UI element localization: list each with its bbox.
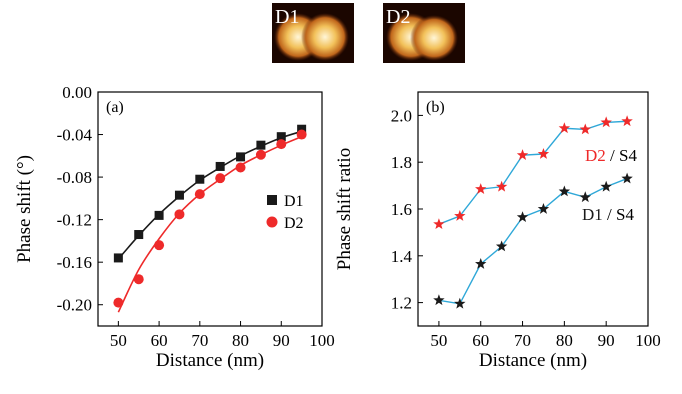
panel-a-fit-curves (117, 130, 302, 313)
legend-label-d1: D1 (284, 193, 304, 210)
point-d1 (621, 172, 633, 184)
point-d2 (174, 209, 185, 220)
legend-label-d2: D2 (284, 215, 304, 232)
point-d1 (495, 240, 508, 252)
panel-b-x-axis-label: Distance (nm) (479, 350, 587, 371)
x-tick-label: 50 (110, 331, 127, 350)
y-tick-label: -0.12 (57, 211, 92, 230)
x-tick-label: 100 (635, 331, 661, 350)
point-d2 (475, 183, 487, 194)
point-d2 (558, 122, 571, 134)
inset-d2-label: D2 (386, 6, 410, 28)
point-d1 (454, 297, 466, 309)
y-tick-label: 1.6 (391, 200, 412, 219)
panel-a: 50 60 70 80 90 100 0.00 -0.04 -0.08 -0.12 -0.16 -0.… (14, 83, 335, 371)
point-d2 (454, 210, 466, 221)
x-tick-label: 90 (273, 331, 290, 350)
y-tick-label: 0.00 (62, 83, 92, 102)
inset-d1-blob-right (301, 13, 349, 61)
fit-curve-d1 (117, 130, 302, 260)
point-d1 (113, 253, 123, 263)
panel-b: 50 60 70 80 90 100 1.2 1.4 1.6 1.8 2.0 D2 / S4 D1 /… (334, 91, 661, 371)
x-tick-label: 80 (556, 331, 573, 350)
series-line-d1 (438, 177, 628, 305)
point-d1 (297, 124, 307, 134)
inset-d2-blob-right (410, 15, 458, 61)
legend-marker-d1 (267, 195, 277, 205)
point-d1 (154, 210, 164, 220)
x-tick-label: 70 (514, 331, 531, 350)
panel-b-points (433, 115, 633, 309)
point-d2 (600, 116, 612, 128)
x-tick-label: 60 (472, 331, 489, 350)
point-d2 (235, 162, 246, 173)
panel-b-label: (b) (426, 99, 445, 116)
point-d2 (621, 115, 633, 127)
point-d2 (255, 149, 266, 160)
point-d2 (133, 274, 144, 285)
fit-curve-d2 (117, 135, 302, 313)
x-tick-label: 80 (232, 331, 249, 350)
point-d2 (537, 148, 550, 159)
panel-a-points (113, 124, 307, 308)
x-tick-label: 100 (309, 331, 335, 350)
point-d1 (579, 191, 591, 203)
y-tick-label: -0.20 (57, 296, 92, 315)
x-tick-label: 90 (598, 331, 615, 350)
point-d2 (296, 129, 307, 140)
series-line-d2 (438, 120, 628, 225)
point-d2 (113, 297, 124, 308)
series-label-d1: D1 / S4 (582, 205, 634, 224)
y-tick-label: -0.08 (57, 168, 92, 187)
y-tick-label: 1.8 (391, 153, 412, 172)
y-tick-label: 2.0 (391, 106, 412, 125)
panel-a-y-axis-label: Phase shift (°) (14, 155, 35, 263)
point-d1 (475, 257, 487, 269)
point-d1 (558, 185, 571, 197)
panel-a-frame (97, 91, 323, 327)
y-tick-label: -0.04 (57, 126, 93, 145)
panel-a-x-axis-label: Distance (nm) (156, 350, 264, 371)
legend-marker-d2 (266, 216, 278, 228)
panel-b-y-axis-label: Phase shift ratio (334, 148, 355, 270)
point-d1 (276, 132, 286, 142)
inset-d1-label: D1 (275, 6, 299, 28)
panel-b-series-labels: D2 / S4 D1 / S4 (582, 146, 637, 224)
point-d1 (516, 211, 529, 223)
point-d2 (495, 180, 508, 192)
point-d2 (154, 240, 165, 251)
point-d1 (433, 294, 445, 306)
point-d2 (579, 123, 591, 135)
point-d1 (195, 174, 205, 184)
inset-image-d1: D1 (272, 3, 354, 63)
point-d1 (600, 180, 612, 192)
point-d2 (276, 139, 287, 150)
inset-image-d2: D2 (383, 3, 465, 63)
x-tick-label: 60 (151, 331, 168, 350)
point-d1 (215, 161, 225, 171)
point-d2 (516, 149, 529, 161)
point-d2 (215, 173, 226, 184)
panel-a-label: (a) (106, 99, 124, 116)
point-d2 (433, 218, 445, 230)
x-tick-label: 50 (430, 331, 447, 350)
x-tick-label: 70 (191, 331, 208, 350)
panel-b-ticks: 50 60 70 80 90 100 1.2 1.4 1.6 1.8 2.0 (391, 106, 661, 350)
panel-b-lines (438, 120, 628, 305)
point-d1 (174, 190, 184, 200)
point-d2 (194, 189, 205, 200)
point-d1 (236, 152, 246, 162)
point-d1 (537, 203, 550, 214)
series-label-d2: D2 / S4 (585, 146, 637, 165)
y-tick-label: -0.16 (57, 253, 92, 272)
y-tick-label: 1.2 (391, 294, 412, 313)
panel-a-ticks: 50 60 70 80 90 100 0.00 -0.04 -0.08 -0.12 -0.16 -0.… (57, 83, 335, 350)
point-d1 (134, 230, 144, 240)
y-tick-label: 1.4 (391, 247, 413, 266)
point-d1 (256, 140, 266, 150)
